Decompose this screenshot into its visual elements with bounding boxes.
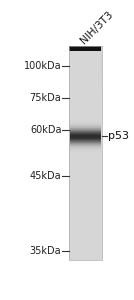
Bar bbox=[69, 46, 102, 260]
Text: 45kDa: 45kDa bbox=[30, 171, 61, 181]
Text: p53: p53 bbox=[108, 131, 129, 142]
Text: 75kDa: 75kDa bbox=[30, 93, 61, 103]
Text: 35kDa: 35kDa bbox=[30, 246, 61, 256]
Text: 60kDa: 60kDa bbox=[30, 124, 61, 135]
Text: NIH/3T3: NIH/3T3 bbox=[79, 9, 115, 45]
Text: 100kDa: 100kDa bbox=[24, 61, 61, 71]
